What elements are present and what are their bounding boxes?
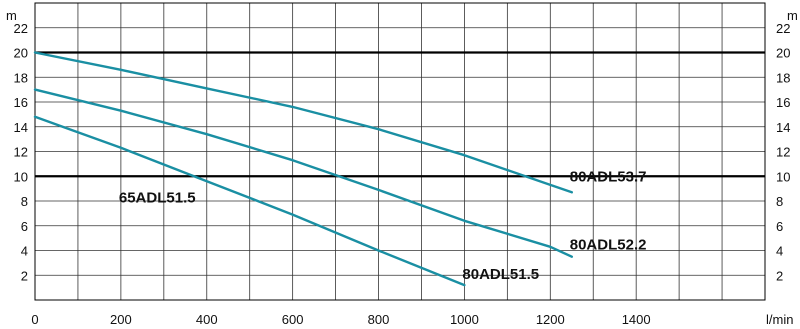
y-tick-right: 20 (776, 46, 790, 61)
curve-label: 80ADL51.5 (462, 266, 539, 283)
y-tick-right: 22 (776, 21, 790, 36)
x-tick: 1400 (622, 312, 651, 327)
emphasized-gridlines (35, 51, 765, 178)
y-tick-left: 20 (14, 46, 28, 61)
y-tick-left: 18 (14, 70, 28, 85)
y-tick-left: 12 (14, 145, 28, 160)
y-tick-right: 6 (776, 219, 783, 234)
y-tick-left: 4 (21, 244, 28, 259)
curve-label: 80ADL53.7 (570, 168, 647, 185)
curves (33, 51, 573, 287)
y-axis-right: 2 4 6 8 10 12 14 16 18 20 22 (776, 21, 790, 284)
y-unit-right: m (787, 8, 798, 23)
y-tick-left: 14 (14, 120, 28, 135)
curve-80ADL52.2 (33, 88, 573, 258)
curve-65ADL51.5 (33, 115, 466, 287)
y-unit-left: m (6, 8, 17, 23)
x-tick: 1000 (450, 312, 479, 327)
y-tick-right: 4 (776, 244, 783, 259)
x-tick: 1200 (536, 312, 565, 327)
y-tick-left: 22 (14, 21, 28, 36)
x-tick: 200 (110, 312, 132, 327)
curve-80ADL53.7 (33, 51, 573, 194)
grid (35, 3, 765, 300)
y-tick-left: 8 (21, 194, 28, 209)
plot-border (34, 2, 766, 301)
y-axis-left: 2 4 6 8 10 12 14 16 18 20 22 (14, 21, 28, 284)
x-tick: 800 (368, 312, 390, 327)
y-tick-left: 6 (21, 219, 28, 234)
y-tick-left: 16 (14, 95, 28, 110)
curve-labels: 80ADL53.7 80ADL52.2 80ADL51.5 65ADL51.5 (119, 168, 647, 283)
x-tick: 0 (31, 312, 38, 327)
plot-frame (34, 2, 766, 301)
y-tick-left: 10 (14, 169, 28, 184)
curve-label: 65ADL51.5 (119, 189, 196, 206)
y-tick-right: 18 (776, 70, 790, 85)
x-tick: 400 (196, 312, 218, 327)
y-tick-right: 14 (776, 120, 790, 135)
curve-label: 80ADL52.2 (570, 236, 647, 253)
y-tick-right: 12 (776, 145, 790, 160)
y-tick-right: 10 (776, 169, 790, 184)
y-tick-right: 2 (776, 268, 783, 283)
y-tick-left: 2 (21, 268, 28, 283)
y-tick-right: 16 (776, 95, 790, 110)
x-unit: l/min (766, 312, 793, 327)
y-tick-right: 8 (776, 194, 783, 209)
x-axis: 0 200 400 600 800 1000 1200 1400 (31, 312, 650, 327)
x-tick: 600 (282, 312, 304, 327)
